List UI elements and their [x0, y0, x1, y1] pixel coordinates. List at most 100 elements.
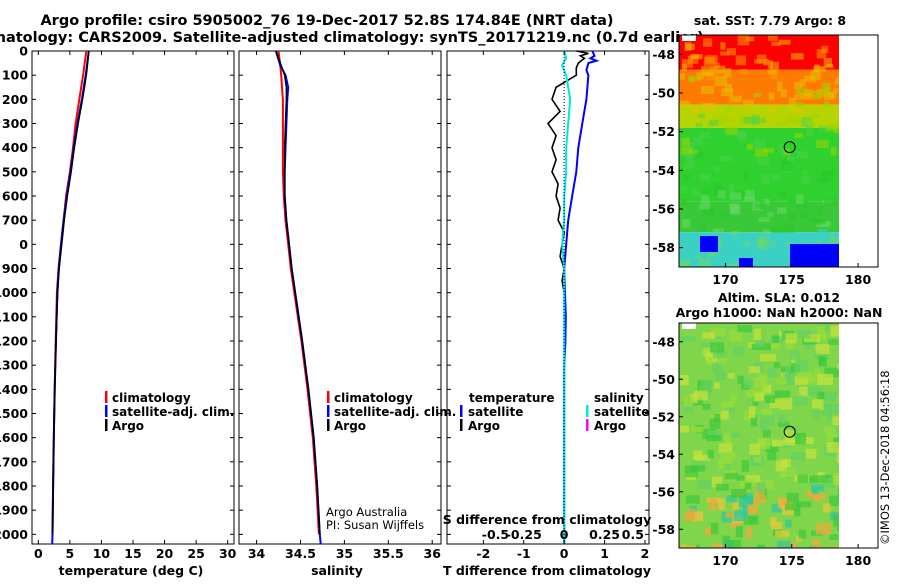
- sla-texture-cell: [753, 456, 762, 463]
- sla-texture-cell: [782, 506, 794, 515]
- sla-texture-cell: [851, 426, 863, 433]
- sst-texture-cell: [760, 174, 770, 184]
- sst-texture-cell: [855, 104, 861, 112]
- lat-tick-label: -48: [652, 47, 675, 62]
- sst-texture-cell: [681, 219, 691, 228]
- sst-texture-cell: [788, 199, 796, 205]
- sla-texture-cell: [857, 530, 865, 538]
- sst-texture-cell: [806, 126, 814, 137]
- sla-texture-cell: [759, 425, 769, 431]
- land-mask: [682, 323, 696, 329]
- sst-texture-cell: [729, 203, 739, 214]
- legend-climatology-swatch: [105, 391, 108, 403]
- legend-satellite-swatch: [327, 405, 330, 417]
- sst-texture-cell: [737, 35, 750, 46]
- depth-tick-label: 400: [2, 140, 28, 155]
- sla-map-ticks: -48 -50 -52 -54 -56 -58 170 175 180: [652, 334, 871, 568]
- sst-texture-cell: [755, 148, 768, 157]
- lat-tick-label: -58: [652, 240, 675, 255]
- sst-texture-cell: [681, 266, 689, 267]
- sla-texture-cell: [854, 517, 868, 526]
- sla-texture-cell: [796, 371, 813, 379]
- sla-texture-cell: [837, 395, 839, 403]
- x-tick-label: 35: [336, 546, 353, 561]
- sst-texture-cell: [717, 189, 726, 199]
- sst-texture-cell: [795, 88, 809, 95]
- sla-texture-cell: [775, 460, 788, 472]
- lat-tick-label: -56: [652, 202, 675, 217]
- sst-texture-cell: [699, 189, 712, 194]
- depth-tick-label: 0: [19, 44, 28, 59]
- sla-texture-cell: [794, 376, 808, 385]
- sst-texture-cell: [783, 224, 795, 233]
- sst-texture-cell: [757, 157, 770, 166]
- sla-texture-cell: [817, 326, 825, 337]
- sla-texture-cell: [770, 342, 781, 350]
- sst-texture-cell: [683, 163, 692, 169]
- sla-texture-cell: [757, 437, 770, 449]
- x-tick-label: -2: [476, 546, 490, 561]
- sla-texture-cell: [712, 363, 723, 372]
- s-tick-label: 0.25: [589, 527, 620, 542]
- sla-texture-cell: [778, 414, 787, 424]
- sla-texture-cell: [853, 442, 868, 452]
- sst-texture-cell: [805, 240, 818, 247]
- sla-texture-cell: [820, 333, 827, 341]
- sla-texture-cell: [863, 338, 872, 348]
- lon-tick-label: 180: [845, 553, 871, 568]
- sst-texture-cell: [840, 142, 849, 149]
- sst-texture-cell: [681, 59, 694, 68]
- sla-texture-cell: [688, 508, 696, 519]
- sla-texture-cell: [709, 418, 721, 429]
- sla-texture-cell: [821, 475, 829, 484]
- sla-texture-cell: [773, 362, 781, 369]
- sla-texture-cell: [799, 386, 809, 398]
- sla-texture-cell: [855, 365, 865, 374]
- temperature-xticks: 0 5 10 15 20 25 30: [34, 51, 237, 561]
- sst-texture-cell: [824, 197, 838, 206]
- sla-texture-cell: [721, 410, 729, 420]
- legend-s-argo-label: Argo: [594, 419, 626, 433]
- lon-tick-label: 180: [845, 272, 871, 287]
- sla-texture-cell: [843, 365, 852, 374]
- sla-color-field: [679, 323, 872, 548]
- sst-texture-cell: [707, 102, 716, 111]
- sla-texture-cell: [855, 344, 863, 351]
- depth-tick-label: 1700: [0, 454, 28, 469]
- sst-texture-cell: [728, 263, 740, 267]
- sst-texture-cell: [724, 106, 734, 112]
- sst-texture-cell: [684, 174, 691, 180]
- sst-texture-cell: [759, 235, 765, 241]
- sla-texture-cell: [848, 356, 861, 362]
- sla-texture-cell: [864, 460, 872, 465]
- sst-texture-cell: [777, 81, 783, 92]
- sst-texture-cell: [729, 95, 742, 103]
- sla-texture-cell: [832, 546, 839, 548]
- legend-argo-label: Argo: [112, 419, 144, 433]
- sla-texture-cell: [699, 386, 711, 395]
- x-tick-label: 25: [187, 546, 204, 561]
- depth-tick-label: 200: [2, 92, 28, 107]
- sla-texture-cell: [811, 399, 824, 410]
- x-tick-label: 30: [219, 546, 237, 561]
- sst-texture-cell: [756, 54, 767, 64]
- sst-texture-cell: [770, 173, 780, 181]
- sla-texture-cell: [679, 425, 689, 433]
- sst-texture-cell: [794, 102, 803, 108]
- sla-texture-cell: [680, 544, 696, 548]
- series-line-argo: [51, 50, 90, 535]
- sst-texture-cell: [810, 70, 821, 81]
- sst-color-field: [679, 35, 861, 267]
- sla-texture-cell: [813, 493, 827, 500]
- sst-texture-cell: [701, 102, 709, 110]
- sla-texture-cell: [706, 434, 722, 442]
- sst-texture-cell: [815, 219, 826, 225]
- sla-texture-cell: [756, 544, 765, 548]
- sst-texture-cell: [804, 75, 816, 82]
- sla-texture-cell: [837, 364, 839, 370]
- sst-texture-cell: [789, 213, 797, 221]
- sla-texture-cell: [745, 527, 753, 539]
- sst-texture-cell: [778, 39, 791, 45]
- sla-map: Altim. SLA: 0.012 Argo h1000: NaN h2000:…: [652, 290, 882, 568]
- sla-texture-cell: [705, 351, 718, 363]
